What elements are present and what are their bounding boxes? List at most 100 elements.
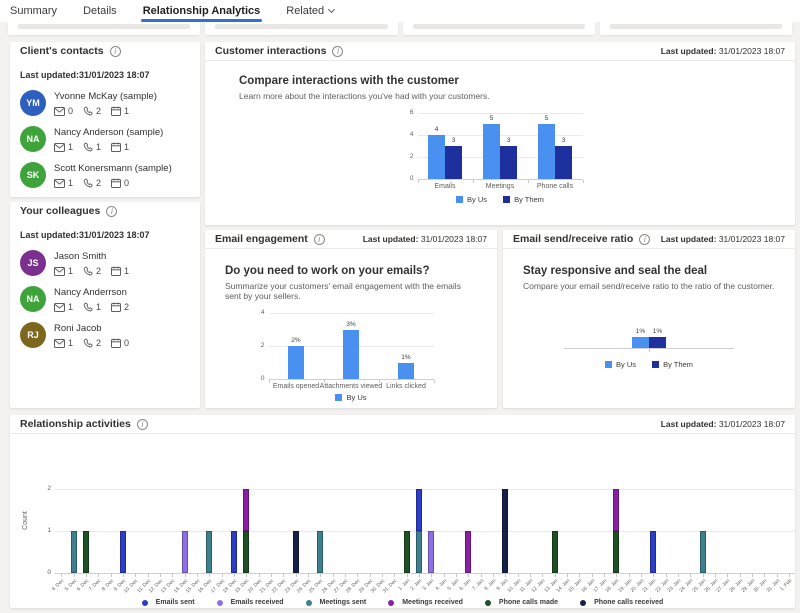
person-info: Roni Jacob 1 2 0 xyxy=(54,322,129,348)
person-name: Nancy Anderrson xyxy=(54,287,127,298)
emails-count-value: 1 xyxy=(68,302,74,312)
axis-tick xyxy=(147,574,149,577)
last-updated: Last updated: 31/01/2023 18:07 xyxy=(661,46,785,56)
axis-tick xyxy=(431,574,433,577)
x-axis-line xyxy=(564,348,734,349)
axis-tick xyxy=(295,574,297,577)
email-engagement-chart: 0 2 4 2% Emails opened 3% Attachments viewed 1%… xyxy=(205,309,497,402)
phone-icon xyxy=(83,266,93,276)
phone-icon xyxy=(83,302,93,312)
bar-value-label: 1% xyxy=(652,327,663,335)
legend-label: Phone calls received xyxy=(594,599,664,606)
email-engagement-desc: Summarize your customers' email engageme… xyxy=(225,281,461,301)
info-icon[interactable] xyxy=(332,45,344,57)
send-receive-ratio-title: Email send/receive ratio xyxy=(513,233,634,245)
info-icon[interactable] xyxy=(109,45,121,57)
axis-tick xyxy=(98,574,100,577)
email-icon xyxy=(54,142,65,152)
avatar: RJ xyxy=(20,322,46,348)
emails-count: 1 xyxy=(54,266,73,276)
activity-bar-phone-calls-made xyxy=(403,531,410,573)
axis-tick xyxy=(603,574,605,577)
y-tick-label: 1 xyxy=(47,527,51,534)
legend-item: By Them xyxy=(503,195,544,204)
emails-count: 0 xyxy=(54,106,73,116)
last-updated-value: 31/01/2023 18:07 xyxy=(718,46,785,56)
person-name: Jason Smith xyxy=(54,251,107,262)
tab-summary[interactable]: Summary xyxy=(10,0,57,22)
info-icon[interactable] xyxy=(136,418,148,430)
list-item[interactable]: NA Nancy Anderson (sample) 1 1 1 xyxy=(10,118,200,154)
list-item[interactable]: RJ Roni Jacob 1 2 0 xyxy=(10,314,200,350)
axis-tick xyxy=(714,574,716,577)
x-category-label: Emails xyxy=(434,183,456,190)
axis-tick xyxy=(246,574,248,577)
axis-tick xyxy=(579,574,581,577)
legend-item: Meetings received xyxy=(388,599,463,606)
legend-swatch xyxy=(652,361,660,368)
legend-label: Emails sent xyxy=(155,599,195,606)
divider xyxy=(205,60,795,61)
legend-item: Phone calls received xyxy=(580,599,663,606)
clipped-card-skeleton xyxy=(215,24,388,29)
gridline xyxy=(417,135,583,136)
legend-swatch xyxy=(335,394,343,401)
list-item[interactable]: NA Nancy Anderrson 1 1 2 xyxy=(10,278,200,314)
list-item[interactable]: JS Jason Smith 1 2 1 xyxy=(10,242,200,278)
person-stats: 0 2 1 xyxy=(54,106,157,116)
tab-details[interactable]: Details xyxy=(83,0,117,22)
axis-tick xyxy=(418,574,420,577)
send-receive-ratio-desc: Compare your email send/receive ratio to… xyxy=(523,281,775,291)
y-tick-label: 4 xyxy=(409,131,414,138)
phone-icon xyxy=(83,142,93,152)
list-item[interactable]: YM Yvonne McKay (sample) 0 2 1 xyxy=(10,82,200,118)
avatar: NA xyxy=(20,126,46,152)
list-item[interactable]: SK Scott Konersmann (sample) 1 2 0 xyxy=(10,154,200,190)
info-icon[interactable] xyxy=(639,233,651,245)
activity-bar-emails-sent xyxy=(119,531,126,573)
emails-count: 1 xyxy=(54,142,73,152)
axis-tick xyxy=(357,574,359,577)
calls-count-value: 2 xyxy=(96,338,102,348)
relationship-activities-title: Relationship activities xyxy=(20,418,131,430)
customer-interactions-title: Customer interactions xyxy=(215,45,327,57)
contacts-list: YM Yvonne McKay (sample) 0 2 1 NA Nancy Anders… xyxy=(10,82,200,190)
info-icon[interactable] xyxy=(106,205,118,217)
customer-interactions-card: Customer interactions Last updated: 31/0… xyxy=(205,42,795,225)
bar-by-us xyxy=(288,346,304,379)
calendar-icon xyxy=(111,338,122,348)
person-name: Yvonne McKay (sample) xyxy=(54,91,157,102)
avatar: YM xyxy=(20,90,46,116)
meetings-count-value: 1 xyxy=(124,266,130,276)
x-axis-line xyxy=(268,379,434,380)
info-icon[interactable] xyxy=(313,233,325,245)
axis-tick xyxy=(788,574,790,577)
relationship-activities-card: Relationship activities Last updated: 31… xyxy=(10,415,795,608)
chart-plot: 0 2 4 2% Emails opened 3% Attachments viewed 1%… xyxy=(261,309,435,390)
last-updated: Last updated: 31/01/2023 18:07 xyxy=(661,419,785,429)
axis-tick xyxy=(268,380,270,383)
legend-dot xyxy=(141,599,148,606)
meetings-count-value: 1 xyxy=(124,106,130,116)
axis-tick xyxy=(591,574,593,577)
bar-value-label: 3 xyxy=(561,137,566,144)
tab-relationship-analytics[interactable]: Relationship Analytics xyxy=(140,0,263,22)
tab-related[interactable]: Related xyxy=(286,0,336,22)
avatar: JS xyxy=(20,250,46,276)
email-icon xyxy=(54,302,65,312)
person-info: Nancy Anderson (sample) 1 1 1 xyxy=(54,126,163,152)
axis-tick xyxy=(690,574,692,577)
legend-item: Emails received xyxy=(216,599,284,606)
x-category-label: Links clicked xyxy=(386,383,426,390)
person-stats: 1 2 1 xyxy=(54,266,129,276)
axis-tick xyxy=(468,574,470,577)
calendar-icon xyxy=(111,106,122,116)
y-tick-label: 2 xyxy=(409,153,414,160)
legend-swatch xyxy=(605,361,613,368)
emails-count-value: 1 xyxy=(68,266,74,276)
person-stats: 1 1 1 xyxy=(54,142,163,152)
x-axis-line xyxy=(55,573,795,574)
clipped-card xyxy=(205,22,398,35)
last-updated-value: 31/01/2023 18:07 xyxy=(718,234,785,244)
emails-count: 1 xyxy=(54,302,73,312)
